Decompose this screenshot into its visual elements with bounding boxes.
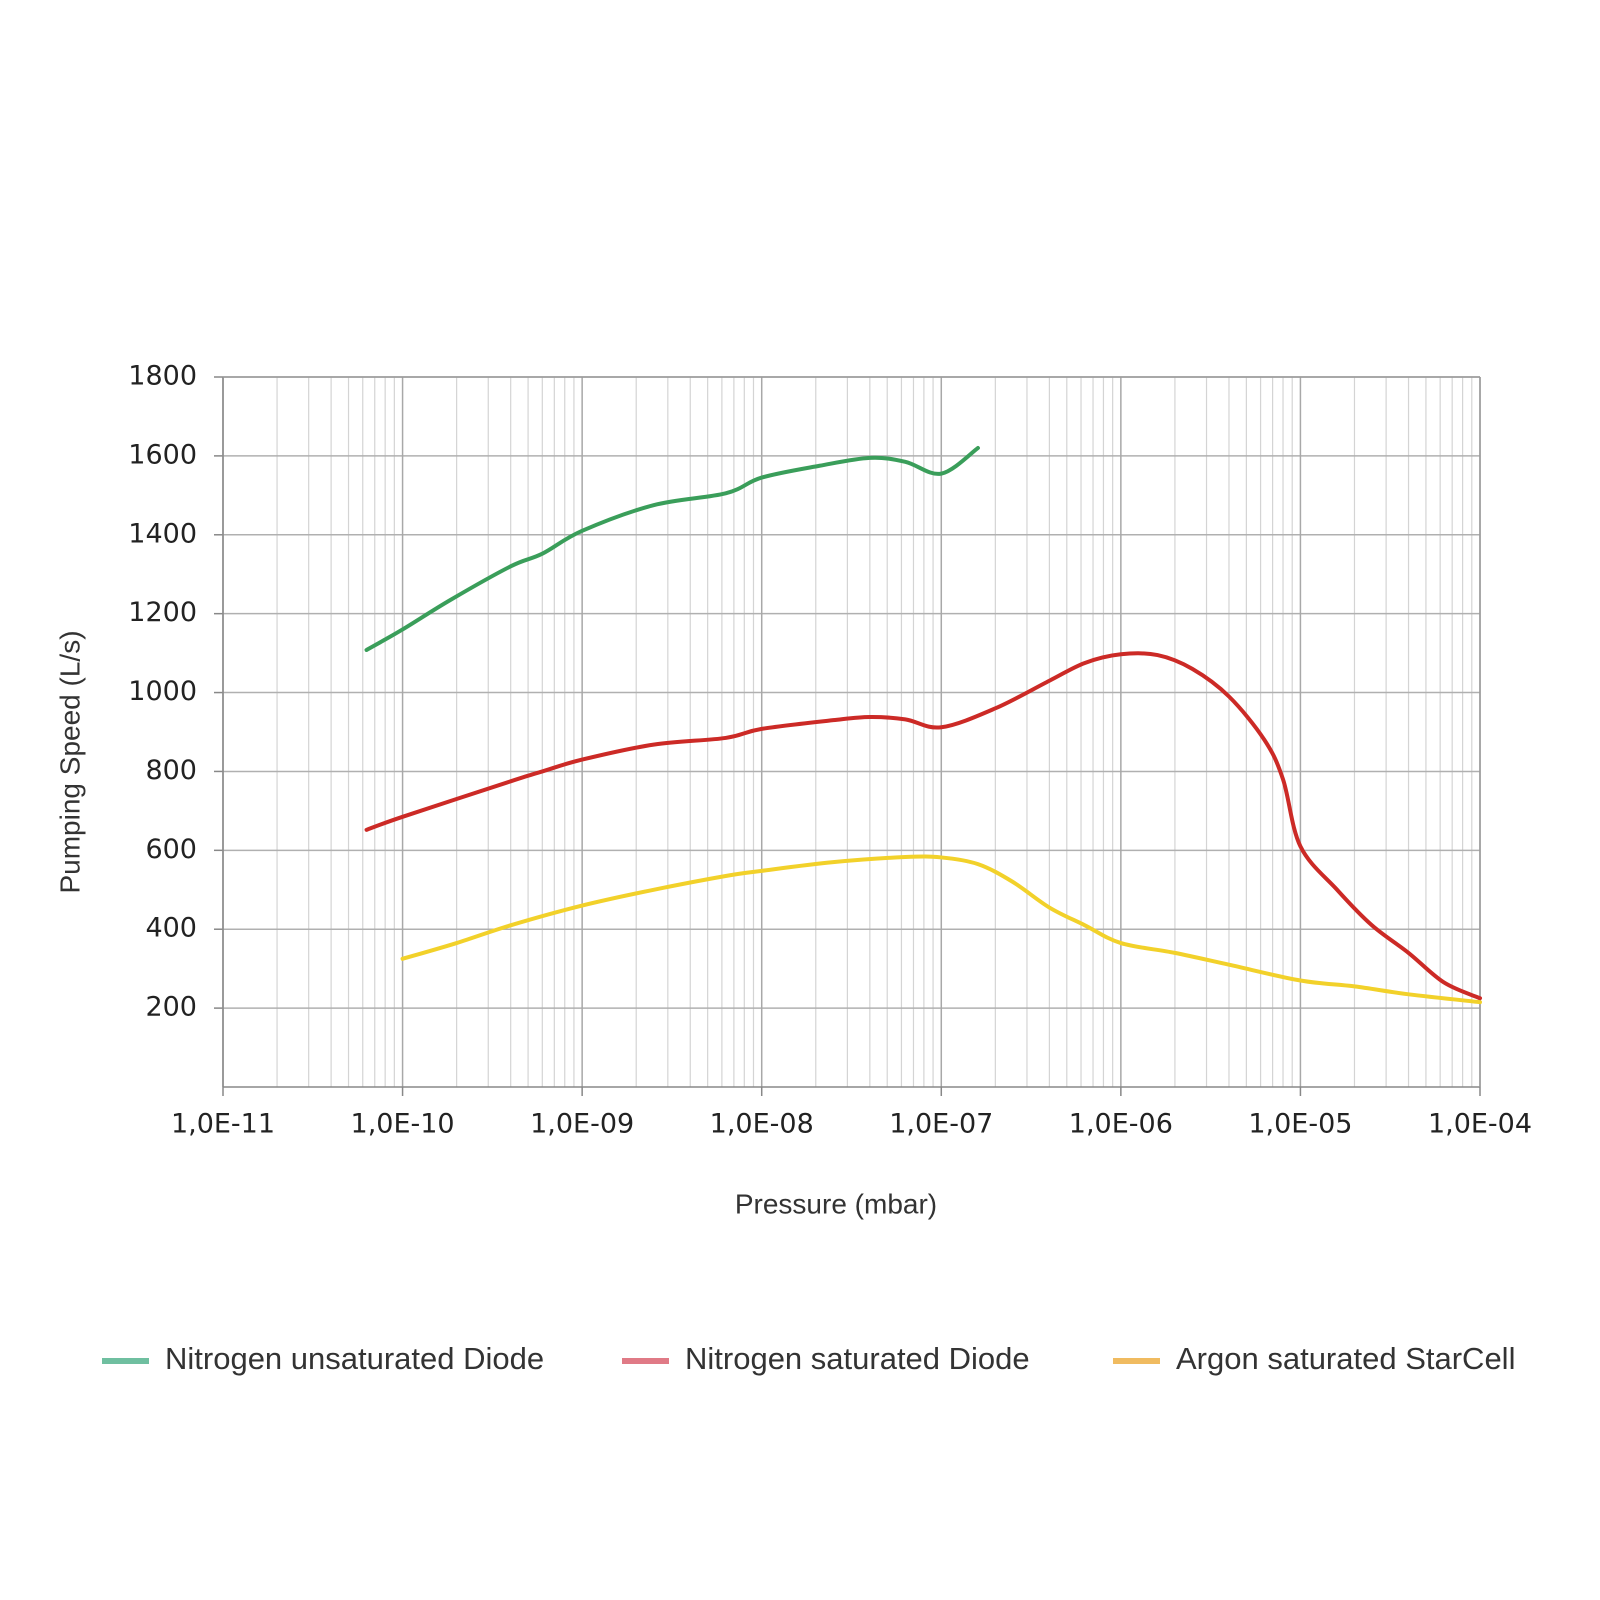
x-tick-label: 1,0E-08 [710,1109,814,1140]
data-line [364,651,1482,1001]
data-line [364,446,980,652]
y-tick-label: 800 [145,755,197,786]
legend-label: Nitrogen saturated Diode [685,1341,1030,1376]
y-tick-label: 400 [145,913,197,944]
y-axis-title: Pumping Speed (L/s) [54,630,85,893]
y-tick-label: 1800 [128,361,197,392]
y-tick-label: 1600 [128,439,197,470]
x-tick-label: 1,0E-05 [1248,1109,1352,1140]
x-tick-label: 1,0E-06 [1069,1109,1173,1140]
x-axis-title: Pressure (mbar) [735,1188,937,1219]
y-tick-label: 1000 [128,676,197,707]
legend-label: Nitrogen unsaturated Diode [165,1341,544,1376]
y-tick-label: 200 [145,992,197,1023]
y-tick-label: 1400 [128,518,197,549]
y-tick-label: 1200 [128,597,197,628]
x-tick-label: 1,0E-04 [1428,1109,1532,1140]
data-line [400,854,1482,1005]
x-tick-label: 1,0E-09 [530,1109,634,1140]
legend-label: Argon saturated StarCell [1176,1341,1515,1376]
x-tick-label: 1,0E-10 [351,1109,455,1140]
y-tick-label: 600 [145,834,197,865]
x-tick-label: 1,0E-07 [889,1109,993,1140]
x-tick-label: 1,0E-11 [171,1109,275,1140]
